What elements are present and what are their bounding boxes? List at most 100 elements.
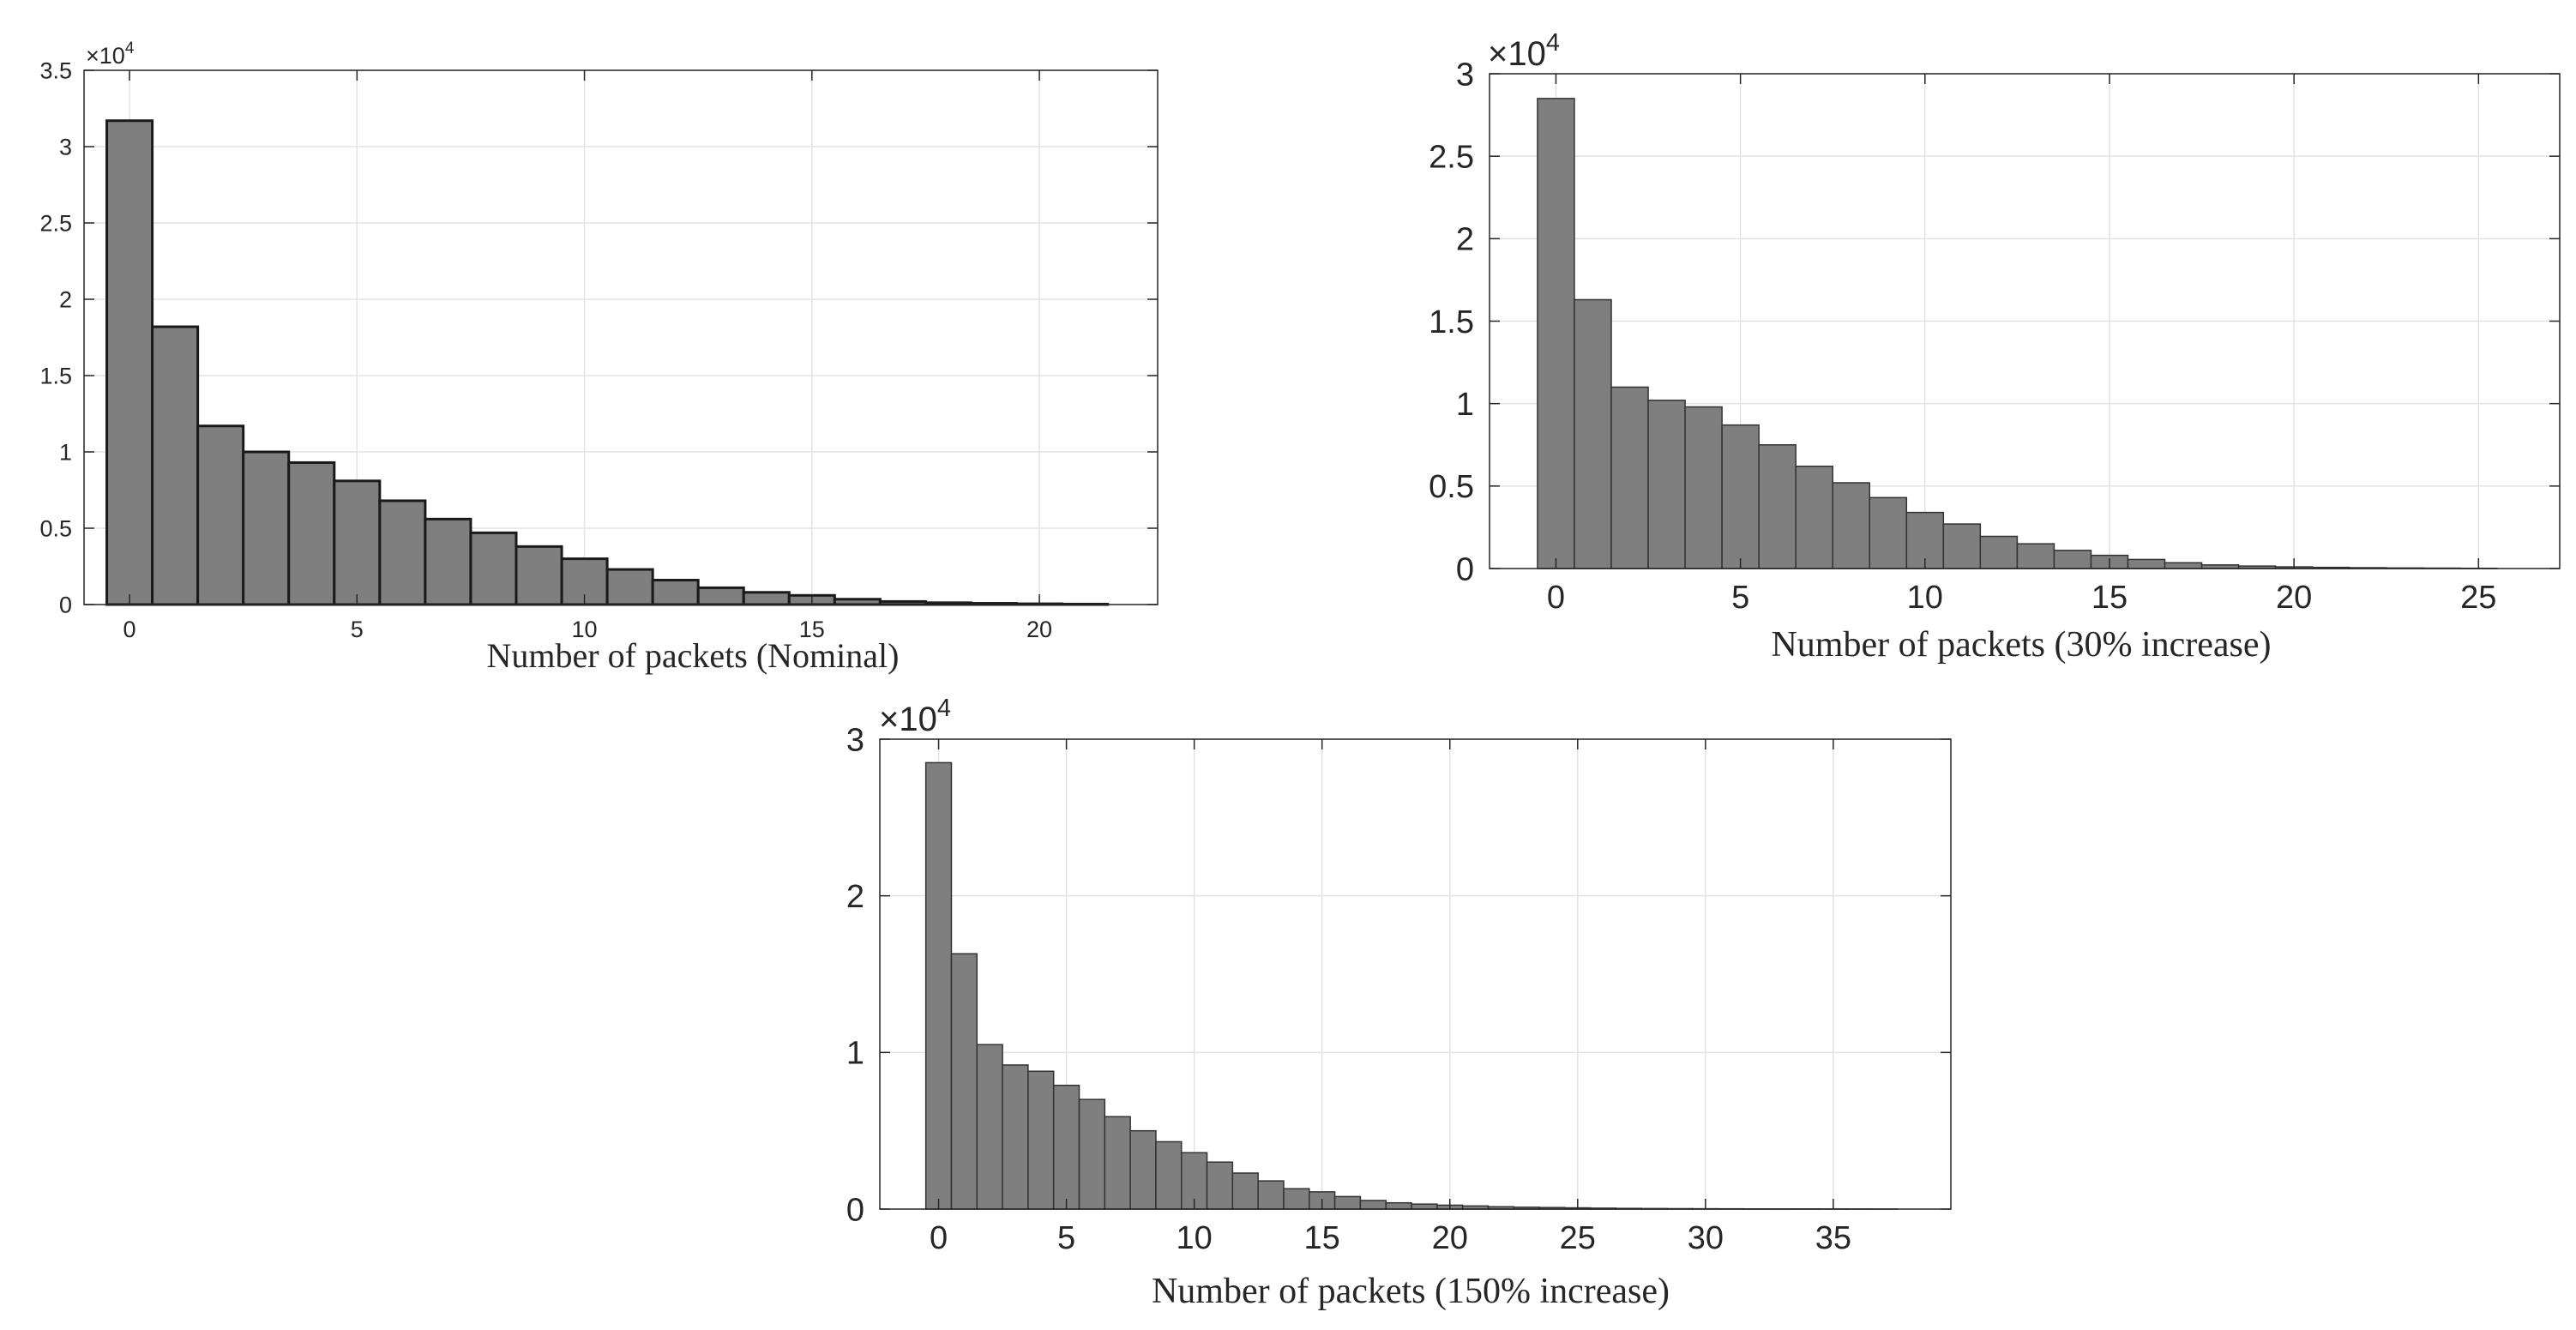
histogram-bar <box>1027 1070 1055 1210</box>
histogram-bar <box>378 499 427 606</box>
histogram-150-percent-increase: Number of packets (150% increase) ×104 0… <box>846 695 1952 1311</box>
y-tick-label: 1.5 <box>39 363 72 388</box>
y-tick-label: 3.5 <box>39 57 72 83</box>
x-tick-label: 25 <box>2460 580 2496 616</box>
histogram-bar <box>1832 482 1871 569</box>
histogram-bar <box>2164 562 2203 569</box>
histogram-bar <box>651 579 700 606</box>
y-tick-label: 1 <box>1456 387 1474 423</box>
x-tick-label: 5 <box>351 617 364 642</box>
x-tick-label: 10 <box>1177 1220 1213 1256</box>
histogram-bar <box>1231 1172 1259 1210</box>
histogram-bar <box>1002 1064 1029 1210</box>
histogram-bar <box>151 325 200 606</box>
histogram-bar <box>950 953 978 1210</box>
histogram-bar <box>1684 406 1723 569</box>
histogram-bar <box>196 424 245 606</box>
y-exponent-label: ×104 <box>1488 29 1560 73</box>
y-tick-label: 0.5 <box>39 515 72 541</box>
histogram-bar <box>105 119 154 606</box>
histogram-bar <box>976 1044 1003 1210</box>
y-tick-label: 0 <box>59 592 72 617</box>
histogram-bar <box>333 479 382 606</box>
histogram-bar <box>1283 1188 1310 1210</box>
x-tick-label: 15 <box>2091 580 2128 616</box>
y-tick-label: 2.5 <box>39 210 72 236</box>
histogram-bar <box>469 531 518 606</box>
histogram-bar <box>605 568 654 606</box>
y-tick-label: 2.5 <box>1429 139 1474 175</box>
histogram-bar <box>424 517 472 606</box>
histogram-bar <box>1155 1140 1183 1210</box>
bars <box>1537 98 2498 569</box>
histogram-bar <box>696 586 745 606</box>
histogram-bar <box>1257 1180 1285 1210</box>
histogram-bar <box>1052 1084 1080 1210</box>
y-tick-label: 2 <box>1456 222 1474 258</box>
histogram-bar <box>1721 424 1760 569</box>
histogram-bar <box>1869 496 1908 569</box>
histogram-bar <box>1104 1116 1131 1210</box>
y-tick-label: 2 <box>59 286 72 312</box>
x-axis-label: Number of packets (150% increase) <box>1152 1272 1670 1311</box>
x-tick-label: 5 <box>1731 580 1749 616</box>
y-tick-label: 0 <box>1456 551 1474 587</box>
histogram-bar <box>2053 550 2092 569</box>
histogram-bar <box>2016 543 2055 569</box>
y-exponent-label: ×104 <box>879 695 951 738</box>
x-tick-label: 15 <box>799 617 825 642</box>
x-tick-label: 0 <box>1547 580 1565 616</box>
histogram-bar <box>1795 466 1833 569</box>
histogram-bar <box>1574 298 1612 569</box>
y-tick-label: 1 <box>59 439 72 465</box>
x-tick-label: 25 <box>1560 1220 1596 1256</box>
histogram-bar <box>1647 400 1686 569</box>
x-tick-label: 10 <box>1907 580 1943 616</box>
x-axis-label: Number of packets (Nominal) <box>487 636 900 675</box>
bars <box>105 119 1110 606</box>
histogram-bar <box>1758 444 1797 569</box>
x-tick-label: 10 <box>572 617 598 642</box>
histogram-bar <box>1411 1203 1438 1210</box>
x-tick-label: 20 <box>2276 580 2312 616</box>
y-tick-label: 0 <box>846 1192 864 1228</box>
histogram-bar <box>1385 1201 1412 1210</box>
x-tick-label: 35 <box>1815 1220 1851 1256</box>
bars <box>924 761 1899 1210</box>
histogram-bar <box>924 761 953 1210</box>
y-tick-label: 1 <box>846 1036 864 1072</box>
histogram-bar <box>1610 386 1649 569</box>
y-tick-label: 3 <box>1456 57 1474 93</box>
y-tick-label: 3 <box>846 722 864 758</box>
axes-box <box>83 69 1159 605</box>
y-tick-label: 1.5 <box>1429 304 1474 340</box>
histogram-bar <box>1979 535 2019 569</box>
x-tick-label: 15 <box>1304 1220 1340 1256</box>
x-tick-label: 20 <box>1026 617 1052 642</box>
histogram-bar <box>2127 558 2166 569</box>
x-tick-label: 30 <box>1688 1220 1724 1256</box>
y-tick-label: 3 <box>59 134 72 159</box>
axes-box <box>879 738 1952 1210</box>
histogram-bar <box>1359 1200 1387 1210</box>
histogram-bar <box>1078 1098 1106 1210</box>
x-tick-label: 0 <box>930 1220 948 1256</box>
x-axis-label: Number of packets (30% increase) <box>1771 625 2271 665</box>
y-tick-label: 0.5 <box>1429 469 1474 505</box>
histogram-bar <box>287 460 336 606</box>
y-tick-label: 2 <box>846 879 864 915</box>
histogram-bar <box>1333 1195 1362 1210</box>
y-exponent-label: ×104 <box>86 39 135 69</box>
x-tick-label: 0 <box>123 617 136 642</box>
histogram-bar <box>515 545 563 606</box>
histogram-30-percent-increase: Number of packets (30% increase) ×104 0 5… <box>1429 29 2561 665</box>
histogram-bar <box>242 450 291 606</box>
histogram-nominal: Number of packets (Nominal) ×104 0 5 10 15 2… <box>39 39 1159 675</box>
histogram-bar <box>1129 1129 1157 1210</box>
histogram-bar <box>1537 98 1575 569</box>
histogram-bar <box>1206 1161 1234 1210</box>
histogram-bar <box>833 598 882 606</box>
histogram-bar <box>742 591 791 606</box>
x-tick-label: 5 <box>1057 1220 1075 1256</box>
